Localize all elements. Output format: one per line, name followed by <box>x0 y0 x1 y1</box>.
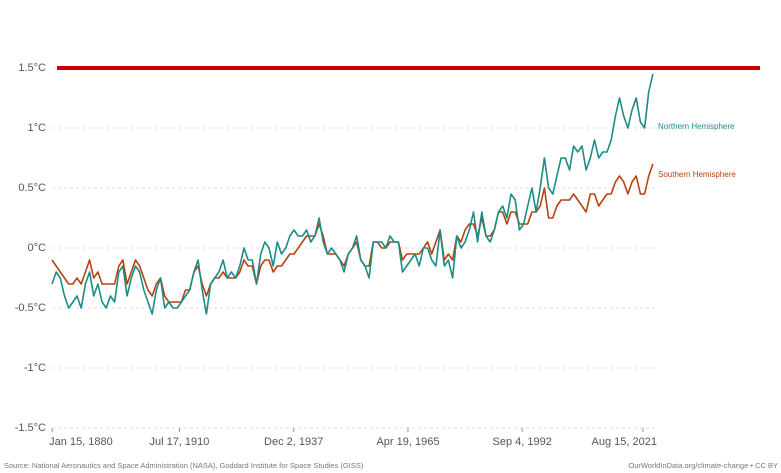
y-tick-label: -1°C <box>24 362 46 374</box>
y-tick-label: 0°C <box>28 242 47 254</box>
credit: OurWorldInData.org/climate-change • CC B… <box>628 461 778 470</box>
y-tick-label: 1°C <box>28 122 47 134</box>
x-tick-label: Aug 15, 2021 <box>592 436 657 448</box>
x-tick-label: Sep 4, 1992 <box>493 436 552 448</box>
series-label: Northern Hemisphere <box>658 122 735 131</box>
y-tick-label: 1.5°C <box>18 62 46 74</box>
series-label: Southern Hemisphere <box>658 170 736 179</box>
x-tick-label: Dec 2, 1937 <box>264 436 323 448</box>
y-tick-label: -0.5°C <box>15 302 46 314</box>
series-line <box>51 73 654 315</box>
x-tick-label: Jul 17, 1910 <box>149 436 209 448</box>
source-note: Source: National Aeronautics and Space A… <box>4 461 364 470</box>
y-tick-label: -1.5°C <box>15 422 46 434</box>
x-tick-label: Apr 19, 1965 <box>376 436 439 448</box>
y-tick-label: 0.5°C <box>18 182 46 194</box>
x-tick-label: Jan 15, 1880 <box>49 436 113 448</box>
